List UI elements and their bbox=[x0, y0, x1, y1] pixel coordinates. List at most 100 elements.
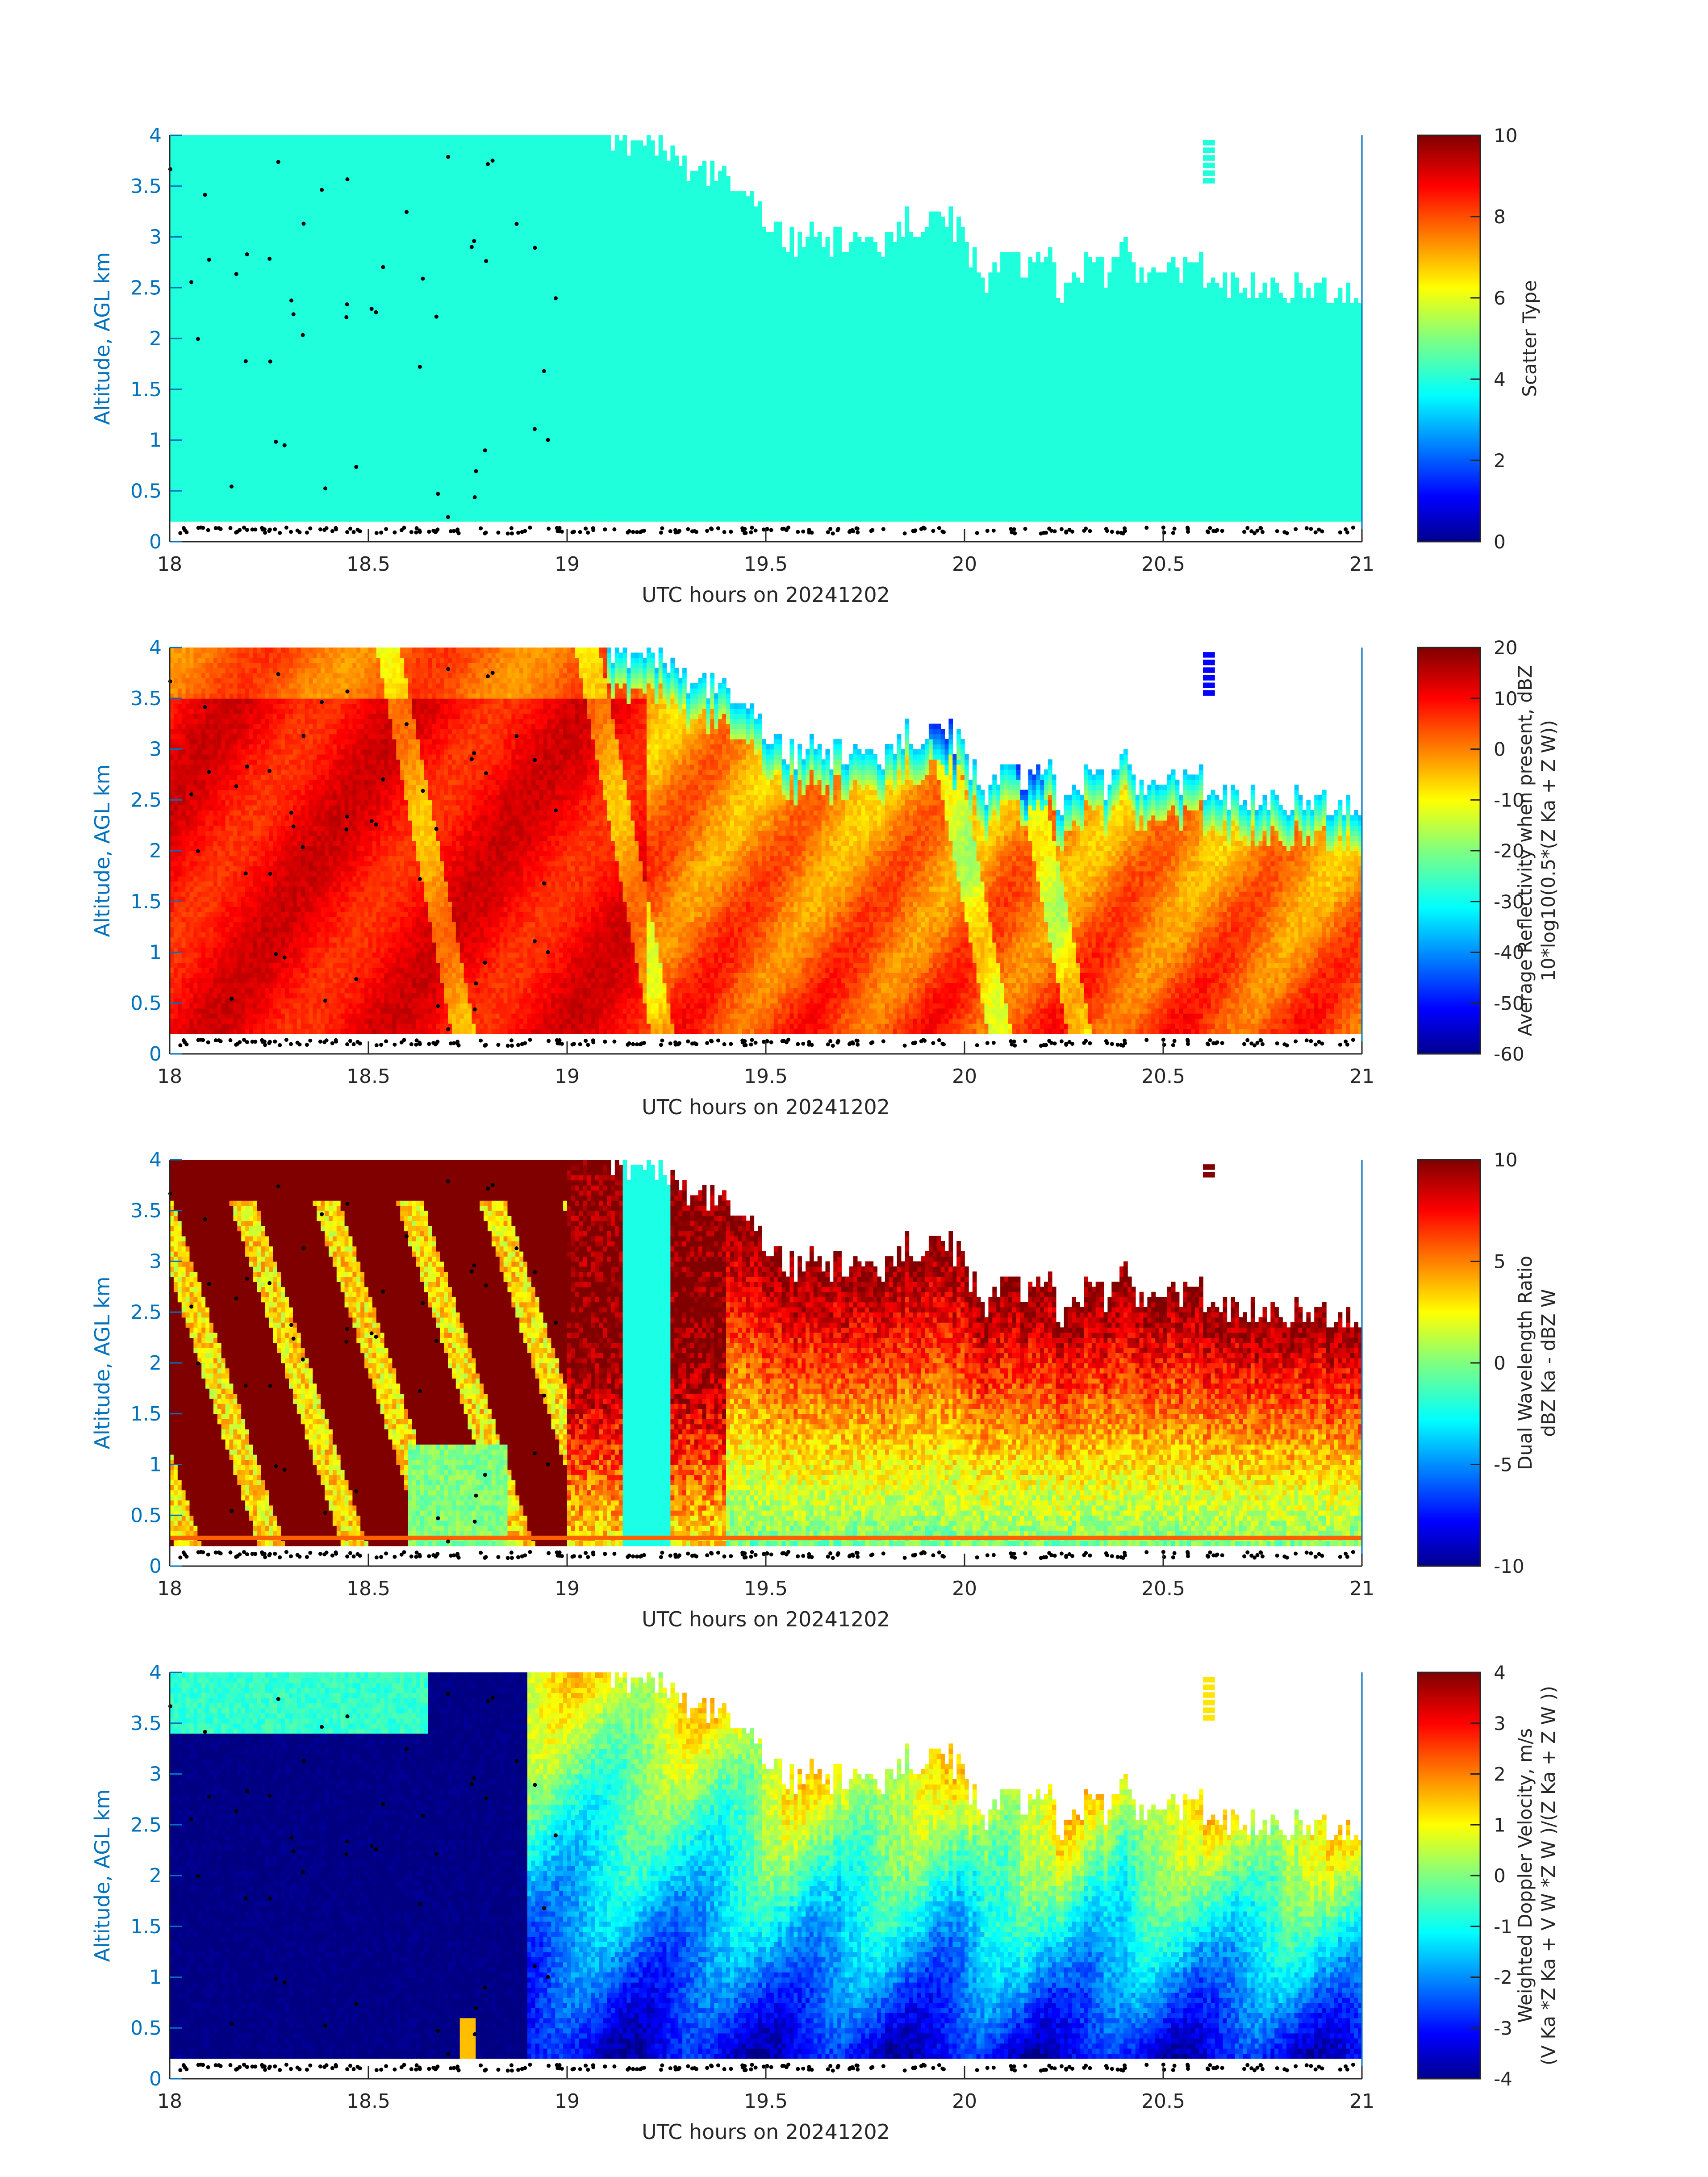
heatmap-cell bbox=[241, 420, 246, 425]
heatmap-cell bbox=[197, 343, 202, 349]
heatmap-cell bbox=[257, 298, 262, 303]
heatmap-cell bbox=[193, 186, 198, 192]
heatmap-cell bbox=[182, 354, 186, 359]
heatmap-cell bbox=[245, 135, 250, 141]
heatmap-cell bbox=[241, 212, 246, 217]
heatmap-cell bbox=[213, 440, 218, 446]
heatmap-cell bbox=[190, 201, 194, 207]
heatmap-cell bbox=[193, 389, 198, 395]
heatmap-cell bbox=[186, 191, 190, 196]
heatmap-cell bbox=[209, 323, 214, 329]
heatmap-cell bbox=[226, 435, 230, 440]
heatmap-cell bbox=[226, 252, 230, 258]
heatmap-cell bbox=[233, 415, 238, 420]
heatmap-cell bbox=[233, 400, 238, 405]
heatmap-cell bbox=[237, 364, 242, 369]
heatmap-cell bbox=[197, 440, 202, 446]
heatmap-cell bbox=[197, 486, 202, 491]
heatmap-cell bbox=[241, 171, 246, 176]
heatmap-cell bbox=[233, 471, 238, 476]
heatmap-cell bbox=[182, 176, 186, 181]
heatmap-cell bbox=[186, 435, 190, 440]
heatmap-cell bbox=[209, 384, 214, 389]
heatmap-cell bbox=[257, 343, 262, 349]
heatmap-cell bbox=[253, 150, 258, 156]
heatmap-cell bbox=[221, 354, 226, 359]
heatmap-cell bbox=[257, 430, 262, 435]
heatmap-cell bbox=[213, 161, 218, 166]
heatmap-cell bbox=[221, 166, 226, 171]
heatmap-cell bbox=[241, 201, 246, 207]
heatmap-cell bbox=[249, 181, 254, 186]
heatmap-cell bbox=[209, 262, 214, 267]
heatmap-cell bbox=[201, 420, 206, 425]
heatmap-cell bbox=[257, 379, 262, 384]
heatmap-cell bbox=[182, 227, 186, 232]
heatmap-cell bbox=[190, 217, 194, 222]
heatmap-cell bbox=[205, 389, 210, 395]
heatmap-cell bbox=[174, 476, 178, 481]
heatmap-cell bbox=[193, 221, 198, 227]
heatmap-cell bbox=[237, 420, 242, 425]
heatmap-cell bbox=[249, 247, 254, 252]
heatmap-cell bbox=[201, 334, 206, 339]
heatmap-cell bbox=[237, 232, 242, 237]
heatmap-cell bbox=[209, 420, 214, 425]
heatmap-cell bbox=[233, 262, 238, 267]
heatmap-cell bbox=[253, 394, 258, 400]
heatmap-cell bbox=[209, 298, 214, 303]
heatmap-cell bbox=[197, 272, 202, 278]
heatmap-cell bbox=[213, 212, 218, 217]
heatmap-cell bbox=[217, 394, 222, 400]
heatmap-cell bbox=[174, 166, 178, 171]
heatmap-cell bbox=[193, 247, 198, 252]
heatmap-cell bbox=[186, 471, 190, 476]
heatmap-cell bbox=[209, 221, 214, 227]
heatmap-cell bbox=[182, 430, 186, 435]
heatmap-cell bbox=[193, 262, 198, 267]
heatmap-cell bbox=[233, 206, 238, 212]
heatmap-cell bbox=[213, 303, 218, 308]
heatmap-cell bbox=[253, 272, 258, 278]
heatmap-cell bbox=[230, 135, 234, 141]
heatmap-cell bbox=[190, 400, 194, 405]
heatmap-cell bbox=[190, 232, 194, 237]
heatmap-cell bbox=[233, 420, 238, 425]
heatmap-cell bbox=[233, 359, 238, 364]
heatmap-cell bbox=[233, 232, 238, 237]
heatmap-cell bbox=[230, 232, 234, 237]
heatmap-cell bbox=[230, 181, 234, 186]
heatmap-cell bbox=[245, 511, 250, 517]
heatmap-cell bbox=[201, 455, 206, 461]
heatmap-cell bbox=[226, 288, 230, 293]
heatmap-cell bbox=[237, 206, 242, 212]
heatmap-cell bbox=[190, 206, 194, 212]
heatmap-cell bbox=[249, 150, 254, 156]
heatmap-cell bbox=[205, 374, 210, 380]
heatmap-cell bbox=[253, 471, 258, 476]
heatmap-cell bbox=[205, 201, 210, 207]
heatmap-cell bbox=[205, 491, 210, 496]
heatmap-cell bbox=[217, 481, 222, 486]
heatmap-cell bbox=[174, 140, 178, 146]
heatmap-cell bbox=[230, 455, 234, 461]
heatmap-cell bbox=[230, 511, 234, 517]
heatmap-cell bbox=[201, 293, 206, 298]
heatmap-cell bbox=[201, 354, 206, 359]
heatmap-cell bbox=[209, 237, 214, 242]
heatmap-cell bbox=[174, 359, 178, 364]
heatmap-cell bbox=[217, 460, 222, 466]
heatmap-cell bbox=[253, 232, 258, 237]
heatmap-cell bbox=[221, 201, 226, 207]
heatmap-cell bbox=[257, 409, 262, 415]
heatmap-cell bbox=[226, 349, 230, 354]
heatmap-cell bbox=[241, 374, 246, 380]
heatmap-cell bbox=[186, 400, 190, 405]
heatmap-cell bbox=[190, 359, 194, 364]
heatmap-cell bbox=[226, 471, 230, 476]
heatmap-cell bbox=[193, 501, 198, 506]
heatmap-cell bbox=[233, 191, 238, 196]
heatmap-cell bbox=[245, 506, 250, 511]
heatmap-cell bbox=[174, 303, 178, 308]
heatmap-cell bbox=[197, 318, 202, 324]
